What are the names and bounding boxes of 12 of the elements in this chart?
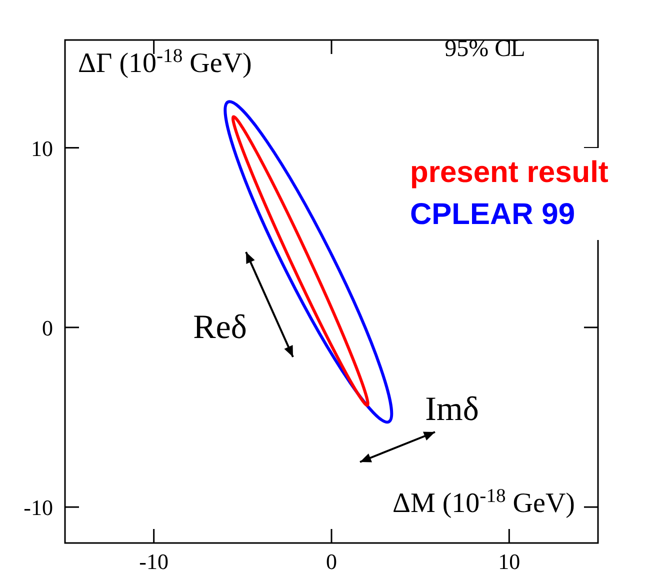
y-tick-label: 10 <box>31 136 53 161</box>
y-tick-label: -10 <box>24 495 53 520</box>
y-tick-label: 0 <box>42 315 53 340</box>
x-axis-title: ΔM (10$^{-18}$ GeV) <box>392 486 575 519</box>
annotation: Reδ <box>193 309 247 346</box>
annotation: present result <box>410 156 608 189</box>
annotation: Imδ <box>425 391 479 428</box>
x-tick-label: 10 <box>498 549 520 571</box>
y-axis-title: ΔΓ (10$^{-18}$ GeV) <box>78 46 252 79</box>
x-tick-label: 0 <box>326 549 337 571</box>
annotation: CPLEAR 99 <box>410 198 576 231</box>
x-tick-label: -10 <box>139 549 168 571</box>
